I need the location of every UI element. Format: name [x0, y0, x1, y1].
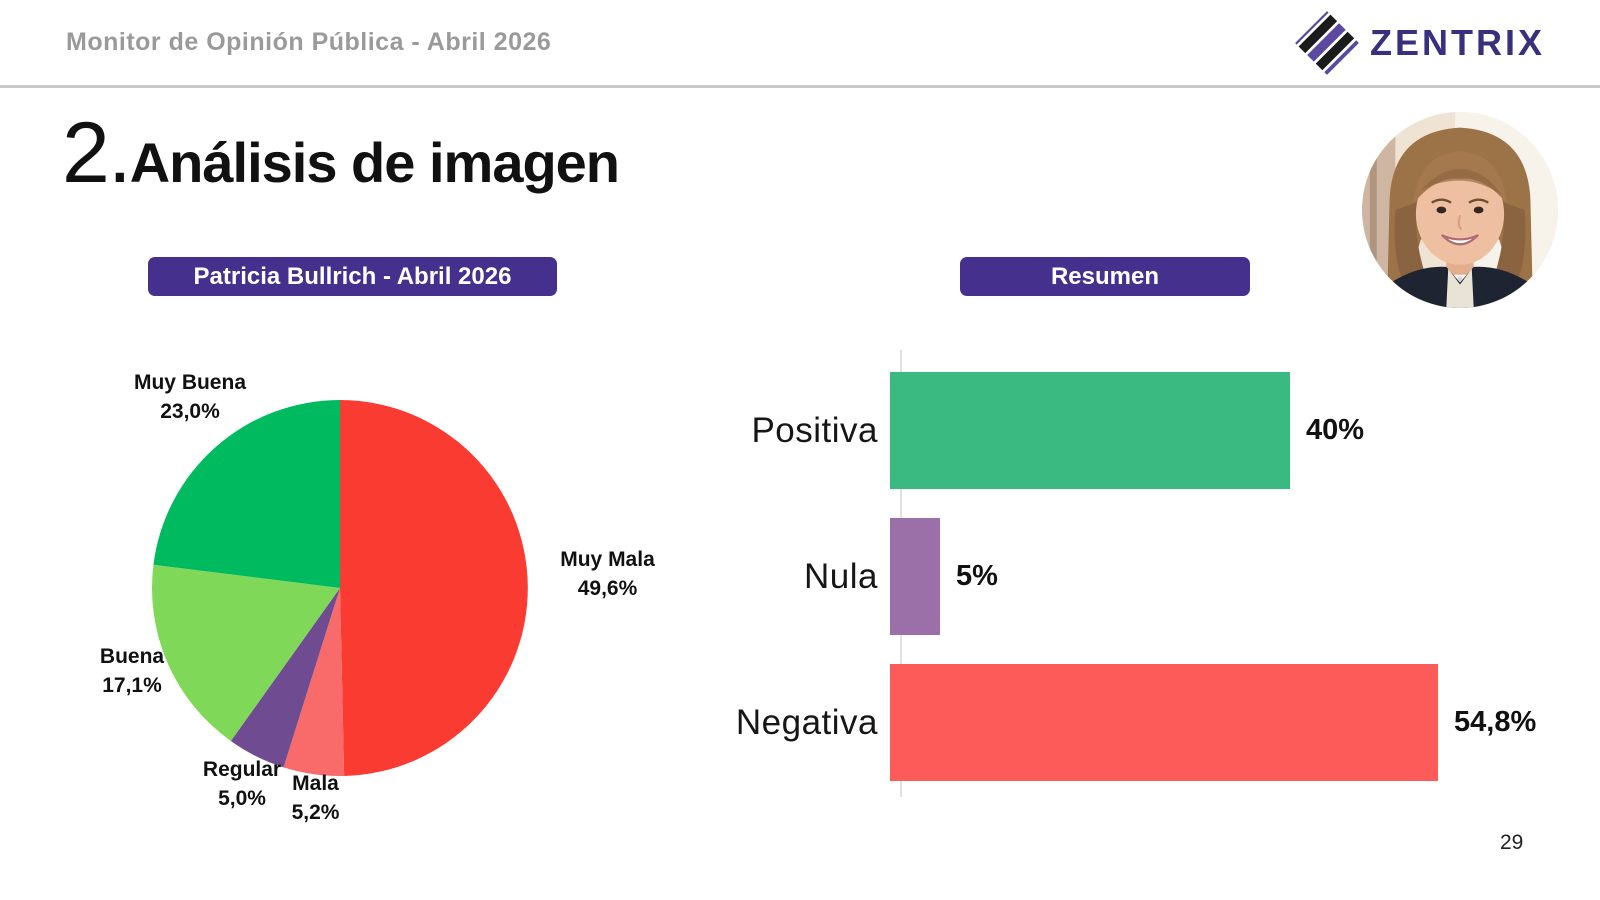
report-title: Monitor de Opinión Pública - Abril 2026 [66, 28, 552, 56]
bar-label-nula: Nula [804, 556, 878, 596]
bar-row-positiva: Positiva 40% [720, 372, 1560, 489]
pie-chart-title-badge: Patricia Bullrich - Abril 2026 [148, 257, 557, 296]
bar-chart: Positiva 40% Nula 5% Negativa 54,8% [720, 350, 1560, 800]
pie-label-muy-buena: Muy Buena 23,0% [133, 371, 246, 423]
bar-row-nula: Nula 5% [720, 518, 1560, 635]
zentrix-logomark-icon [1295, 11, 1359, 75]
bar-chart-title-badge: Resumen [960, 257, 1250, 296]
portrait-illustration [1362, 112, 1558, 308]
pie-label-regular: Regular 5,0% [202, 758, 282, 810]
header-bar: Monitor de Opinión Pública - Abril 2026 … [0, 0, 1600, 88]
page-title: Análisis de imagen [129, 131, 620, 194]
title-block: 2. Análisis de imagen [62, 105, 620, 201]
bar-nula [890, 518, 940, 635]
bar-label-positiva: Positiva [751, 410, 878, 450]
bar-positiva [890, 372, 1290, 489]
pie-slice-buena [152, 564, 340, 742]
bar-label-negativa: Negativa [735, 702, 878, 742]
pie-slice-muy-mala [340, 400, 528, 776]
page-number: 29 [1500, 831, 1524, 854]
pie-slice-mala [283, 588, 345, 776]
bar-row-negativa: Negativa 54,8% [720, 664, 1560, 781]
brand-name: ZENTRIX [1369, 22, 1545, 63]
bar-negativa [890, 664, 1438, 781]
avatar-photo [1362, 112, 1558, 308]
bar-value-positiva: 40% [1306, 414, 1365, 446]
section-number: 2. [62, 105, 132, 201]
brand-logo: ZENTRIX [1294, 10, 1545, 76]
pie-slice-regular [230, 588, 340, 768]
pie-chart [152, 400, 528, 776]
pie-slice-muy-buena [153, 400, 340, 588]
bar-value-nula: 5% [956, 560, 998, 592]
pie-label-mala: Mala 5,2% [291, 772, 340, 824]
pie-label-muy-mala: Muy Mala 49,6% [560, 548, 655, 600]
pie-label-buena: Buena 17,1% [99, 645, 165, 697]
bar-value-negativa: 54,8% [1454, 706, 1537, 738]
